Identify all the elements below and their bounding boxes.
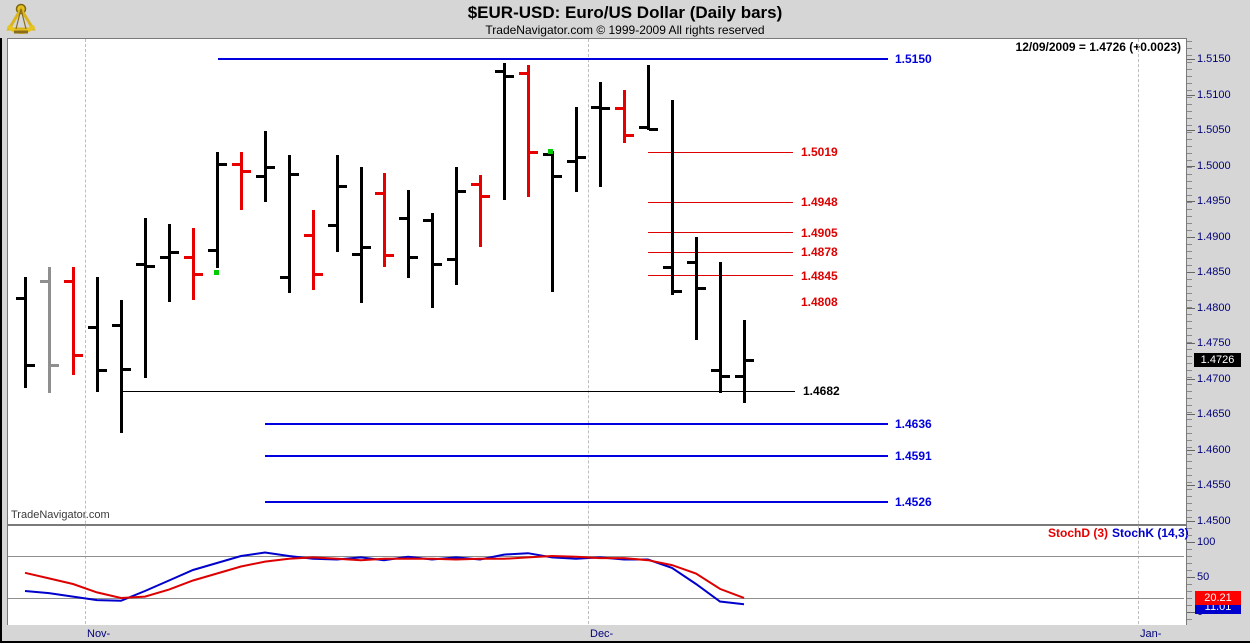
stoch-axis-tick-label: 50 xyxy=(1197,571,1210,583)
price-axis-tick-label: 1.4900 xyxy=(1197,230,1231,243)
price-axis-tick-label: 1.4850 xyxy=(1197,266,1231,278)
stochastic-panel[interactable] xyxy=(7,525,1187,626)
sextant-logo-icon xyxy=(4,2,38,42)
legend-stochk: StochK (14,3) xyxy=(1112,526,1189,540)
watermark-text: TradeNavigator.com xyxy=(11,509,110,521)
date-axis-strip xyxy=(0,625,1250,641)
last-quote-readout: 12/09/2009 = 1.4726 (+0.0023) xyxy=(1015,40,1181,54)
price-axis-tick-label: 1.4950 xyxy=(1197,195,1231,207)
chart-title: $EUR-USD: Euro/US Dollar (Daily bars) xyxy=(467,3,783,22)
price-axis-tick-label: 1.4550 xyxy=(1197,479,1231,491)
current-price-box: 1.4726 xyxy=(1194,353,1241,367)
price-axis-minor-ticks xyxy=(1187,41,1192,524)
price-axis-tick-label: 1.5000 xyxy=(1197,159,1231,172)
price-axis-tick-label: 1.4700 xyxy=(1197,372,1231,385)
price-axis-tick-label: 1.4650 xyxy=(1197,408,1231,420)
price-axis-tick-label: 1.4500 xyxy=(1197,514,1231,527)
price-chart-panel[interactable] xyxy=(7,38,1187,525)
bottom-frame-border xyxy=(0,641,1250,643)
legend-stochd: StochD (3) xyxy=(1048,526,1108,540)
stoch-axis-minor-ticks xyxy=(1187,528,1192,623)
price-axis-tick-label: 1.5100 xyxy=(1197,88,1231,101)
left-frame-border xyxy=(0,38,2,643)
price-axis-tick-label: 1.4750 xyxy=(1197,337,1231,349)
stoch-axis-tick-label: 100 xyxy=(1197,536,1216,548)
stochd-value-box: 20.21 xyxy=(1195,591,1241,605)
chart-subtitle: TradeNavigator.com © 1999-2009 All right… xyxy=(485,23,765,37)
price-axis-tick-label: 1.4600 xyxy=(1197,443,1231,456)
price-axis-tick-label: 1.5050 xyxy=(1197,124,1231,136)
header-band: $EUR-USD: Euro/US Dollar (Daily bars) Tr… xyxy=(0,0,1250,38)
price-axis-tick-label: 1.5150 xyxy=(1197,53,1231,65)
price-axis-tick-label: 1.4800 xyxy=(1197,301,1231,314)
